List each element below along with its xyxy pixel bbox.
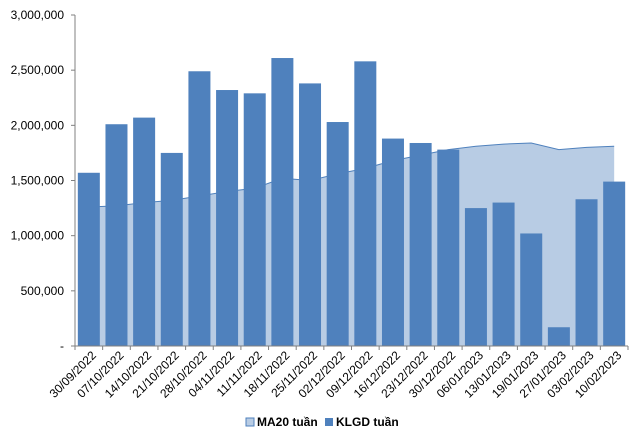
legend-swatch-klgd	[325, 418, 333, 426]
y-tick-labels: - 500,000 1,000,000 1,500,000 2,000,000 2,500…	[11, 8, 65, 353]
y-tick-label-6: 3,000,000	[11, 8, 65, 22]
bar-klgd-16	[520, 233, 543, 346]
bar-klgd-8	[299, 83, 322, 346]
bar-klgd-1	[105, 124, 128, 346]
y-tick-label-1: 500,000	[21, 284, 65, 298]
bar-klgd-12	[409, 142, 432, 346]
bar-klgd-3	[160, 152, 183, 346]
bar-klgd-2	[133, 117, 156, 346]
legend: MA20 tuần KLGD tuần	[245, 415, 399, 429]
bar-klgd-11	[381, 138, 404, 346]
legend-label-ma20: MA20 tuần	[257, 415, 318, 429]
axis-layer	[71, 14, 629, 350]
y-tick-label-0: -	[60, 339, 64, 353]
y-tick-label-2: 1,000,000	[11, 229, 65, 243]
bar-klgd-6	[243, 93, 266, 346]
bar-klgd-7	[271, 58, 294, 346]
bar-klgd-17	[547, 327, 570, 346]
y-tick-label-4: 2,000,000	[11, 118, 65, 132]
bar-klgd-13	[437, 149, 460, 346]
legend-swatch-ma20	[245, 417, 255, 427]
bar-klgd-9	[326, 122, 349, 346]
bar-klgd-18	[575, 199, 598, 346]
legend-label-klgd: KLGD tuần	[336, 415, 399, 429]
bar-klgd-4	[188, 71, 211, 347]
bar-klgd-15	[492, 202, 515, 346]
y-tick-label-5: 2,500,000	[11, 63, 65, 77]
bar-klgd-5	[216, 90, 239, 346]
bar-klgd-19	[603, 181, 626, 346]
bar-klgd-10	[354, 61, 377, 347]
bar-layer	[77, 58, 626, 347]
bar-klgd-14	[464, 208, 487, 346]
y-tick-label-3: 1,500,000	[11, 174, 65, 188]
bar-klgd-0	[77, 172, 100, 346]
x-tick-labels: 30/09/202207/10/202214/10/202221/10/2022…	[47, 348, 625, 401]
